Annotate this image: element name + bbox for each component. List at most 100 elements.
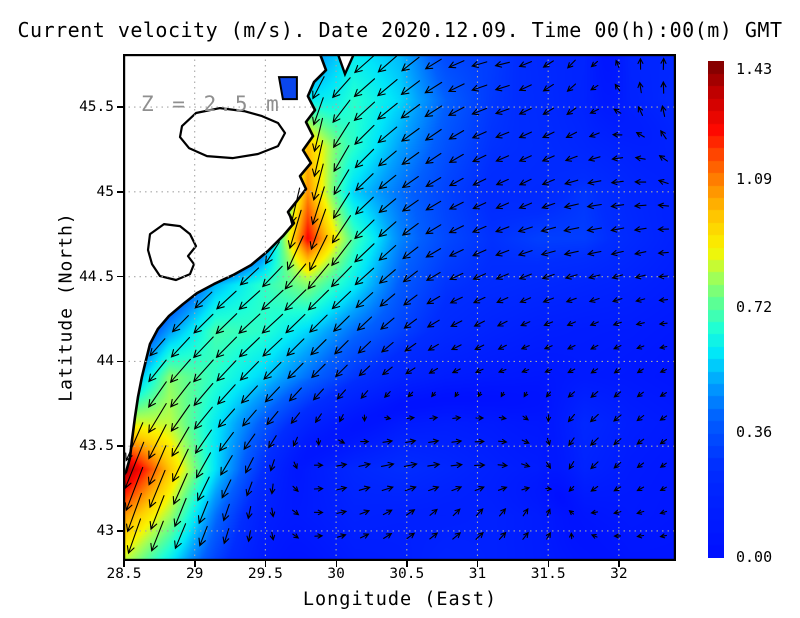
vector-arrow [613, 414, 622, 422]
vector-arrow [424, 128, 442, 141]
vector-arrow [474, 462, 486, 469]
vector-arrow [567, 413, 576, 423]
vector-arrow [449, 296, 463, 304]
vector-arrow [499, 507, 507, 517]
vector-arrow [587, 179, 602, 186]
vector-arrow [523, 391, 529, 398]
vector-arrow [636, 533, 645, 539]
vector-arrow [541, 202, 556, 210]
vector-arrow [310, 186, 325, 226]
vector-arrow [288, 387, 302, 402]
colorbar-tick-label: 0.36 [736, 423, 773, 442]
vector-arrow [264, 386, 281, 403]
vector-arrow [194, 291, 213, 309]
vector-arrow [426, 319, 440, 328]
vector-arrow [353, 101, 376, 122]
vector-arrow [566, 83, 577, 93]
vector-arrow [427, 343, 439, 351]
vector-arrow [333, 121, 350, 149]
vector-arrow [378, 174, 397, 190]
vector-arrow [472, 202, 487, 210]
vector-arrow [403, 461, 418, 469]
vector-arrow [590, 84, 599, 91]
vector-arrow [448, 60, 465, 69]
vector-arrow [588, 297, 600, 303]
vector-arrow [522, 531, 529, 540]
vector-arrow [148, 469, 166, 509]
vector-arrow [401, 151, 420, 166]
vector-arrow [268, 435, 277, 449]
vector-arrow [246, 530, 253, 543]
vector-arrow [522, 415, 529, 421]
vector-arrow [635, 132, 645, 138]
current-vectors [124, 54, 670, 555]
vector-arrow [590, 60, 599, 68]
vector-arrow [261, 313, 284, 334]
vector-arrow [313, 486, 324, 492]
vector-arrow [377, 150, 397, 167]
colorbar-tick-label: 1.09 [736, 169, 773, 188]
vector-arrow [353, 78, 376, 98]
vector-arrow [400, 103, 421, 119]
vector-arrow [220, 455, 233, 476]
vector-arrow [586, 202, 602, 210]
vector-arrow [311, 363, 326, 379]
vector-arrow [475, 531, 484, 540]
vector-arrow [633, 202, 647, 209]
vector-arrow [405, 367, 416, 375]
vector-arrow [517, 226, 533, 233]
vector-arrow [541, 179, 555, 186]
vector-arrow [313, 509, 324, 516]
vector-arrow [314, 413, 322, 424]
vector-arrow [216, 384, 236, 405]
map-overlay-svg [123, 54, 676, 561]
vector-arrow [610, 226, 625, 233]
vector-arrow [660, 57, 667, 71]
vector-arrow [311, 163, 324, 202]
vector-arrow [354, 148, 375, 169]
x-tick-label: 29.5 [247, 566, 283, 582]
vector-arrow [331, 239, 352, 267]
vector-arrow [522, 508, 529, 517]
vector-arrow [564, 273, 578, 280]
vector-arrow [356, 316, 373, 332]
vector-arrow [567, 391, 576, 398]
vector-arrow [401, 176, 419, 189]
vector-arrow [658, 297, 669, 303]
vector-arrow [424, 58, 442, 70]
vector-arrow [407, 391, 414, 398]
vector-arrow [315, 437, 322, 446]
colorbar-tick-label: 0.00 [736, 548, 773, 566]
y-tick-label: 43.5 [79, 438, 114, 455]
vector-arrow [495, 178, 509, 186]
vector-arrow [518, 155, 532, 162]
vector-arrow [518, 84, 532, 92]
vector-arrow [543, 344, 553, 350]
vector-arrow [429, 415, 439, 421]
vector-arrow [336, 533, 347, 539]
y-tick-label: 44 [96, 353, 114, 370]
figure-title: Current velocity (m/s). Date 2020.12.09.… [17, 18, 783, 42]
vector-arrow [357, 340, 372, 354]
y-tick-mark [117, 106, 123, 108]
vector-arrow [495, 249, 510, 257]
vector-arrow [587, 273, 601, 280]
vector-arrow [425, 200, 442, 211]
vector-arrow [402, 270, 418, 283]
vector-arrow [634, 249, 647, 256]
vector-arrow [310, 339, 327, 356]
vector-arrow [195, 452, 212, 479]
vector-arrow [452, 415, 462, 421]
lagoon-outline [178, 107, 287, 160]
vector-arrow [292, 436, 299, 447]
vector-arrow [381, 366, 393, 376]
vector-arrow [614, 83, 621, 92]
vector-arrow [331, 215, 352, 244]
vector-arrow [425, 152, 442, 164]
vector-arrow [425, 177, 442, 188]
colorbar [708, 61, 724, 558]
vector-arrow [497, 486, 508, 492]
vector-arrow [613, 344, 622, 350]
vector-arrow [613, 108, 622, 114]
